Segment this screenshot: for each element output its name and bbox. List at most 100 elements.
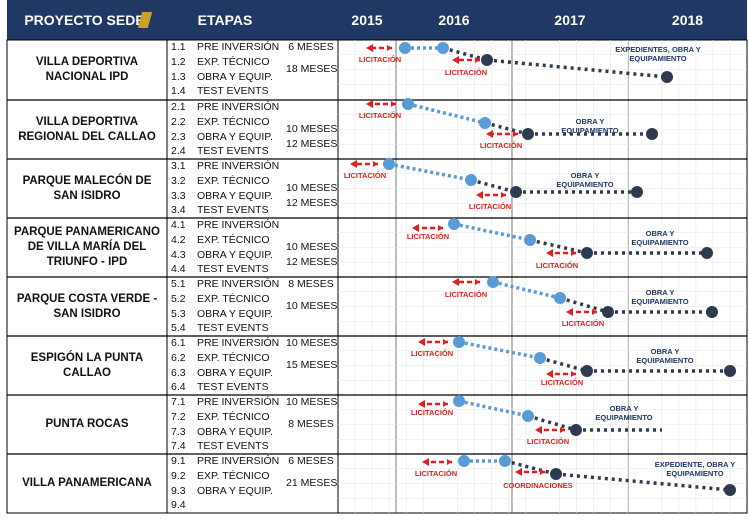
- stage-number: 3.1: [171, 160, 186, 172]
- stage-name: EXP. TÉCNICO: [197, 469, 270, 482]
- stage-name: PRE INVERSIÓN: [197, 101, 280, 113]
- obra-label: OBRA Y EQUIPAMIENTO: [561, 117, 618, 135]
- milestone-node: [399, 42, 411, 54]
- stage-number: 1.3: [171, 70, 186, 83]
- milestone-node: [458, 455, 470, 467]
- construction-phase-line: [555, 472, 731, 492]
- stage-duration: 10 MESES: [286, 123, 338, 136]
- header-year-2015: 2015: [351, 12, 383, 28]
- milestone-node: [570, 424, 582, 436]
- stage-name: TEST EVENTS: [197, 381, 269, 394]
- stage-name: PRE INVERSIÓN: [197, 160, 280, 172]
- stage-number: 9.1: [171, 455, 186, 467]
- header-stages: ETAPAS: [197, 12, 253, 28]
- stage-number: 7.1: [171, 396, 186, 408]
- milestone-node: [701, 247, 713, 259]
- milestone-node: [479, 117, 491, 129]
- stage-name: TEST EVENTS: [197, 85, 269, 98]
- stage-number: 7.3: [171, 425, 186, 438]
- stage-duration: 8 MESES: [288, 418, 334, 431]
- milestone-node: [602, 306, 614, 318]
- stage-duration: 18 MESES: [286, 63, 338, 76]
- header-year-2016: 2016: [438, 12, 470, 28]
- project-name: PARQUE MALECÓN DE SAN ISIDRO: [22, 174, 152, 202]
- milestone-node: [481, 54, 493, 66]
- stage-name: OBRA Y EQUIP.: [197, 189, 273, 202]
- obra-label: OBRA Y EQUIPAMIENTO: [556, 171, 613, 189]
- licitacion-label: LICITACIÓN: [469, 202, 511, 211]
- licitacion-arrow: [350, 160, 378, 168]
- licitacion-arrow: [418, 338, 448, 346]
- phase-connector: [470, 178, 517, 194]
- licitacion-label: LICITACIÓN: [445, 290, 487, 299]
- design-phase-line: [458, 399, 529, 418]
- obra-label: EXPEDIENTES, OBRA Y EQUIPAMIENTO: [615, 45, 700, 63]
- stage-duration: 6 MESES: [288, 41, 334, 53]
- stage-name: EXP. TÉCNICO: [197, 351, 270, 364]
- design-phase-line: [388, 162, 472, 182]
- licitacion-label: LICITACIÓN: [541, 378, 583, 387]
- obra-label: OBRA Y EQUIPAMIENTO: [636, 347, 693, 365]
- project-name: VILLA PANAMERICANA: [22, 477, 152, 489]
- obra-label: EXPEDIENTE, OBRA Y EQUIPAMIENTO: [655, 460, 735, 478]
- stage-duration: 10 MESES: [286, 300, 338, 313]
- header-bar: [7, 0, 747, 40]
- stage-duration: 8 MESES: [288, 278, 334, 290]
- phase-connector: [529, 238, 588, 255]
- stage-name: OBRA Y EQUIP.: [197, 366, 273, 379]
- obra-label: OBRA Y EQUIPAMIENTO: [631, 229, 688, 247]
- stage-duration: 12 MESES: [286, 196, 338, 209]
- project-name: ESPIGÓN LA PUNTA CALLAO: [30, 351, 144, 379]
- stage-number: 6.2: [171, 351, 186, 364]
- milestone-node: [510, 186, 522, 198]
- stage-name: TEST EVENTS: [197, 263, 269, 276]
- stage-name: TEST EVENTS: [197, 145, 269, 158]
- stage-number: 5.2: [171, 292, 186, 305]
- design-phase-line: [492, 280, 561, 300]
- stage-name: EXP. TÉCNICO: [197, 410, 270, 423]
- stage-number: 6.1: [171, 337, 186, 349]
- licitacion-label: LICITACIÓN: [359, 111, 401, 120]
- stage-number: 7.2: [171, 410, 186, 423]
- licitacion-label: LICITACIÓN: [407, 232, 449, 241]
- licitacion-arrow: [515, 468, 545, 476]
- licitacion-label: LICITACIÓN: [536, 261, 578, 270]
- stage-name: EXP. TÉCNICO: [197, 115, 270, 128]
- stage-number: 4.1: [171, 219, 186, 231]
- milestone-node: [453, 395, 465, 407]
- stage-number: 9.3: [171, 484, 186, 497]
- stage-name: EXP. TÉCNICO: [197, 55, 270, 68]
- stage-duration: 10 MESES: [286, 396, 338, 408]
- milestone-node: [522, 410, 534, 422]
- stage-duration: 10 MESES: [286, 182, 338, 195]
- stage-name: EXP. TÉCNICO: [197, 292, 270, 305]
- project-name: VILLA DEPORTIVA REGIONAL DEL CALLAO: [18, 115, 156, 143]
- licitacion-label: LICITACIÓN: [562, 319, 604, 328]
- licitacion-arrow: [535, 426, 565, 434]
- stage-number: 4.3: [171, 248, 186, 261]
- stage-duration: 10 MESES: [286, 241, 338, 254]
- stage-number: 3.4: [171, 204, 186, 217]
- milestone-node: [550, 468, 562, 480]
- stage-number: 4.4: [171, 263, 186, 276]
- milestone-node: [487, 276, 499, 288]
- stage-number: 5.1: [171, 278, 186, 290]
- milestone-node: [646, 128, 658, 140]
- milestone-node: [724, 484, 736, 496]
- stage-name: PRE INVERSIÓN: [197, 219, 280, 231]
- stage-number: 3.2: [171, 174, 186, 187]
- design-phase-line: [458, 340, 541, 360]
- licitacion-label: COORDINACIONES: [503, 481, 573, 490]
- stage-number: 9.2: [171, 469, 186, 482]
- project-name: PARQUE COSTA VERDE - SAN ISIDRO: [16, 292, 158, 320]
- stage-name: PRE INVERSIÓN: [197, 396, 280, 408]
- licitacion-label: LICITACIÓN: [411, 408, 453, 417]
- milestone-node: [499, 455, 511, 467]
- stage-duration: 10 MESES: [286, 337, 338, 349]
- milestone-node: [581, 365, 593, 377]
- phase-connector: [527, 414, 577, 432]
- project-name: PUNTA ROCAS: [45, 418, 129, 430]
- milestone-node: [453, 336, 465, 348]
- project-name: VILLA DEPORTIVA NACIONAL IPD: [35, 55, 139, 83]
